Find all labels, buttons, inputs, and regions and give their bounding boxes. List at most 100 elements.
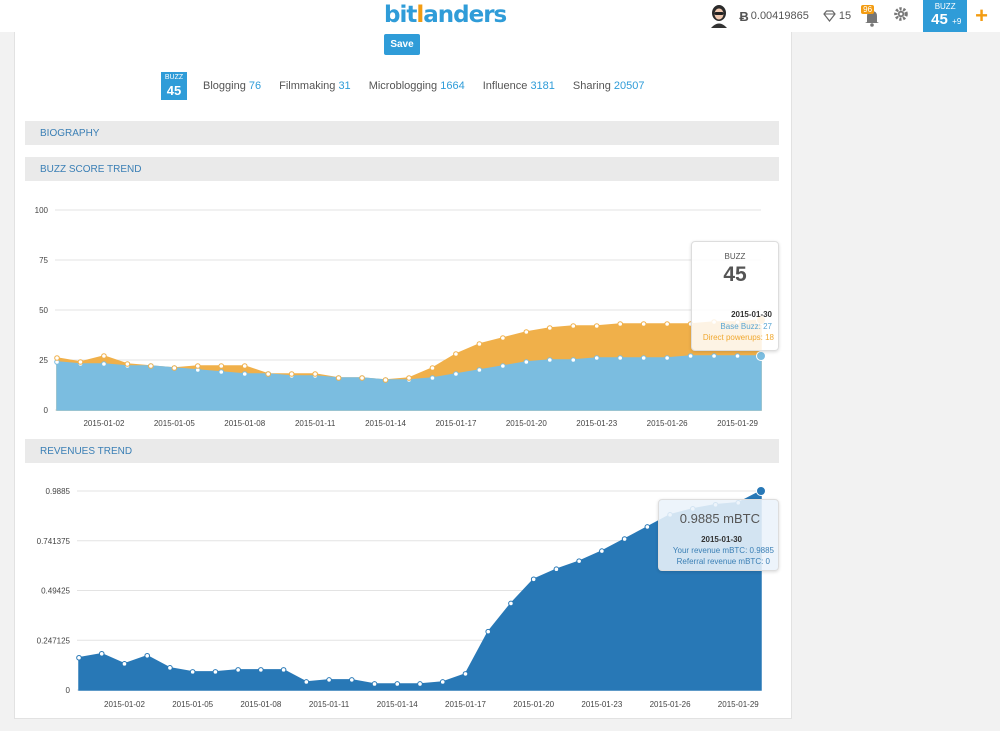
- x-tick-label: 2015-01-23: [576, 419, 617, 428]
- data-point: [429, 365, 436, 371]
- data-point: [485, 628, 492, 635]
- data-point: [288, 371, 295, 377]
- data-point: [167, 665, 173, 671]
- data-point: [280, 667, 287, 673]
- gems-counter[interactable]: 15: [823, 10, 851, 22]
- x-tick-label: 2015-01-26: [647, 419, 688, 428]
- x-tick-label: 2015-01-29: [718, 700, 759, 709]
- data-point: [476, 367, 483, 373]
- data-point: [530, 576, 537, 583]
- data-point: [101, 353, 107, 359]
- data-point: [570, 357, 577, 363]
- x-tick-label: 2015-01-14: [377, 700, 418, 709]
- data-point: [711, 353, 717, 359]
- header-buzz-score[interactable]: BUZZ 45 +9: [923, 0, 968, 32]
- data-point: [218, 363, 225, 369]
- revenues-trend-section-header: REVENUES TREND: [25, 439, 779, 463]
- settings-button[interactable]: [893, 6, 909, 27]
- category-blogging[interactable]: Blogging 76: [203, 80, 262, 92]
- data-point: [77, 359, 84, 365]
- data-point: [621, 536, 628, 542]
- x-tick-label: 2015-01-23: [581, 700, 622, 709]
- data-point: [394, 681, 401, 687]
- x-tick-label: 2015-01-11: [309, 700, 350, 709]
- x-tick-label: 2015-01-17: [445, 700, 486, 709]
- data-point: [523, 359, 530, 365]
- notifications-badge: 96: [861, 5, 875, 14]
- plus-icon[interactable]: +: [975, 3, 988, 28]
- x-tick-label: 2015-01-02: [104, 700, 145, 709]
- data-point: [349, 677, 355, 683]
- data-point: [241, 363, 248, 369]
- data-point: [476, 341, 483, 347]
- x-tick-label: 2015-01-29: [717, 419, 758, 428]
- x-tick-label: 2015-01-08: [240, 700, 281, 709]
- data-point: [599, 548, 605, 554]
- category-filmmaking[interactable]: Filmmaking 31: [279, 80, 351, 92]
- y-tick-label: 0.9885: [46, 487, 71, 496]
- biography-section-header[interactable]: BIOGRAPHY: [25, 121, 779, 145]
- data-point: [508, 600, 514, 607]
- buzz-score-badge: BUZZ 45: [161, 72, 187, 100]
- data-point: [664, 355, 670, 361]
- notifications-button[interactable]: 96: [861, 4, 881, 28]
- save-button[interactable]: Save: [384, 34, 420, 55]
- top-right-toolbar: Ƀ 0.00419865 15 96 BUZZ 45 +9 +: [709, 0, 1000, 32]
- data-point: [687, 353, 694, 359]
- data-point: [382, 377, 389, 383]
- data-point: [593, 323, 600, 329]
- area-series: [56, 355, 762, 411]
- x-tick-label: 2015-01-11: [295, 419, 336, 428]
- data-point: [124, 361, 131, 367]
- data-point: [453, 371, 459, 377]
- data-point: [644, 524, 651, 530]
- buzz-score-chart[interactable]: 0 25 50 75 100 2015-01-02 2015-01-05 2015-01-08…: [0, 190, 800, 450]
- top-bar: bitlanders Ƀ 0.00419865 15 96 BUZZ: [0, 0, 1000, 32]
- x-tick-label: 2015-01-14: [365, 419, 406, 428]
- data-point: [371, 681, 378, 687]
- revenue-chart[interactable]: 0 0.247125 0.49425 0.741375 0.9885 2015-01-02…: [0, 470, 800, 730]
- data-point: [523, 329, 530, 335]
- x-tick-label: 2015-01-20: [506, 419, 547, 428]
- category-microblogging[interactable]: Microblogging 1664: [368, 80, 465, 92]
- data-point: [218, 369, 225, 375]
- data-point: [335, 375, 342, 381]
- data-point: [98, 650, 105, 657]
- y-tick-label: 0: [44, 406, 49, 415]
- data-point: [303, 679, 310, 685]
- y-tick-label: 0: [66, 686, 71, 695]
- data-point: [54, 355, 60, 361]
- avatar[interactable]: [709, 4, 729, 28]
- data-point: [241, 371, 248, 377]
- data-point: [439, 679, 446, 685]
- x-tick-label: 2015-01-08: [224, 419, 265, 428]
- x-tick-label: 2015-01-02: [83, 419, 124, 428]
- category-influence[interactable]: Influence 3181: [482, 80, 555, 92]
- data-point: [144, 652, 150, 659]
- data-point: [570, 323, 577, 329]
- x-tick-label: 2015-01-05: [172, 700, 213, 709]
- y-tick-label: 25: [39, 356, 48, 365]
- y-tick-label: 0.247125: [37, 636, 71, 645]
- x-tick-label: 2015-01-17: [435, 419, 476, 428]
- y-tick-label: 50: [39, 306, 48, 315]
- y-tick-label: 0.741375: [37, 537, 71, 546]
- x-tick-label: 2015-01-26: [650, 700, 691, 709]
- buzz-categories: BUZZ 45 Blogging 76 Filmmaking 31 Microb…: [161, 72, 663, 100]
- data-point: [756, 351, 766, 361]
- data-point: [76, 654, 82, 661]
- data-point: [547, 325, 553, 331]
- y-tick-label: 100: [35, 206, 49, 215]
- data-point: [359, 375, 365, 381]
- x-tick-label: 2015-01-05: [154, 419, 195, 428]
- data-point: [500, 335, 506, 341]
- data-point: [462, 671, 469, 677]
- data-point: [326, 677, 332, 683]
- data-point: [453, 351, 459, 357]
- data-point: [258, 667, 264, 673]
- bitlanders-logo[interactable]: bitlanders: [384, 2, 507, 28]
- btc-balance[interactable]: Ƀ 0.00419865: [739, 8, 809, 24]
- gear-icon: [894, 6, 908, 21]
- data-point: [406, 375, 412, 381]
- category-sharing[interactable]: Sharing 20507: [572, 80, 645, 92]
